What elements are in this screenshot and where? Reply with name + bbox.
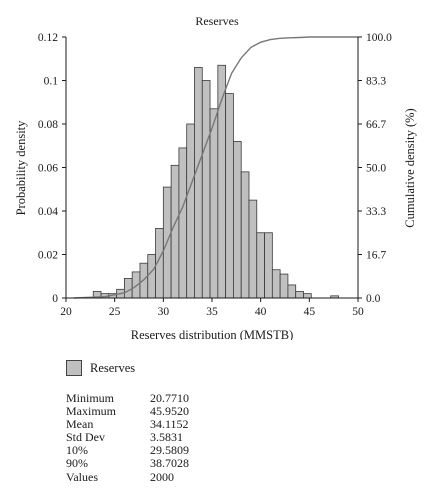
x-tick-label: 20 <box>60 306 72 318</box>
histogram-bar <box>131 271 141 299</box>
stat-label: Values <box>66 469 98 484</box>
y-tick-label: 0.1 <box>44 76 59 88</box>
y-tick-label: 0 <box>52 293 58 305</box>
histogram-bar <box>194 67 203 299</box>
y-tick-label: 0.12 <box>38 32 58 44</box>
stats-row: 10% 29.5809 <box>66 444 189 457</box>
stat-label: Minimum <box>66 391 115 405</box>
stats-table: Minimum 20.7710 Maximum 45.9520 Mean 34.1152 S… <box>66 391 189 484</box>
y2-tick-label: 83.3 <box>366 76 386 88</box>
x-tick-label: 40 <box>255 306 267 318</box>
stat-label: 90% <box>66 456 88 471</box>
bars-group <box>92 64 339 299</box>
stat-label: Std Dev <box>66 430 105 445</box>
histogram-chart: Reserves 20 25 30 35 40 45 5000.020.040.060.08… <box>14 14 417 340</box>
stats-row: Values 2000 <box>66 469 189 484</box>
y-tick-label: 0.06 <box>38 163 58 175</box>
histogram-bar <box>271 269 281 299</box>
x-tick-label: 25 <box>109 306 121 318</box>
histogram-bar <box>209 108 219 299</box>
y2-tick-label: 0.0 <box>366 293 381 305</box>
x-tick-label: 50 <box>352 306 364 318</box>
stat-value: 45.9520 <box>150 404 189 419</box>
stats-row: Maximum 45.9520 <box>66 404 189 419</box>
stat-value: 2000 <box>150 469 174 484</box>
stat-label: Mean <box>66 417 94 432</box>
stat-label: Maximum <box>66 404 116 419</box>
y-tick-label: 0.02 <box>38 250 58 262</box>
histogram-bar <box>178 147 188 299</box>
stat-value: 29.5809 <box>150 443 189 458</box>
y2-tick-label: 50.0 <box>366 163 386 175</box>
stat-label: 10% <box>66 443 88 458</box>
histogram-bar <box>186 123 195 299</box>
stat-value: 20.7710 <box>150 391 189 405</box>
y2-axis-label: Cumulative density (%) <box>403 108 417 227</box>
histogram-bar <box>170 164 180 299</box>
histogram-bar <box>303 293 312 299</box>
x-tick-label: 45 <box>304 306 316 318</box>
legend-swatch <box>66 360 82 377</box>
y-tick-label: 0.04 <box>38 206 58 218</box>
chart-title: Reserves <box>195 14 239 28</box>
histogram-bar <box>201 80 211 299</box>
y2-tick-label: 16.7 <box>366 250 386 262</box>
stat-value: 3.5831 <box>150 430 183 445</box>
y-tick-label: 0.08 <box>38 119 58 131</box>
y2-tick-label: 33.3 <box>366 206 386 218</box>
histogram-bar <box>287 284 297 299</box>
y2-tick-label: 100.0 <box>366 32 392 44</box>
x-tick-label: 35 <box>206 306 218 318</box>
histogram-bar <box>124 278 133 299</box>
histogram-bar <box>233 140 242 299</box>
histogram-bar <box>225 93 234 299</box>
cumulative-curve <box>73 36 358 299</box>
histogram-bar <box>240 171 250 299</box>
stat-value: 38.7028 <box>150 456 189 471</box>
y2-tick-label: 66.7 <box>366 119 386 131</box>
y-axis-label: Probability density <box>14 120 28 216</box>
x-tick-label: 30 <box>158 306 170 318</box>
legend: Reserves <box>66 360 136 377</box>
stats-row: Mean 34.1152 <box>66 418 189 431</box>
histogram-bar <box>147 254 156 299</box>
stat-value: 34.1152 <box>150 417 189 432</box>
stats-row: Minimum 20.7710 <box>66 391 189 405</box>
x-axis-label: Reserves distribution (MMSTB) <box>131 328 294 340</box>
legend-label: Reserves <box>90 360 136 375</box>
histogram-bar <box>248 199 258 299</box>
stats-row: 90% 38.7028 <box>66 457 189 470</box>
histogram-bar <box>279 273 289 299</box>
histogram-bar <box>264 232 273 299</box>
ticks-group: 20 25 30 35 40 45 50 0 0.02 0.04 0.06 0.08 0.1 0.12 0.… <box>38 32 392 318</box>
histogram-bar <box>295 291 304 299</box>
stats-row: Std Dev 3.5831 <box>66 431 189 444</box>
histogram-bar <box>256 232 265 299</box>
